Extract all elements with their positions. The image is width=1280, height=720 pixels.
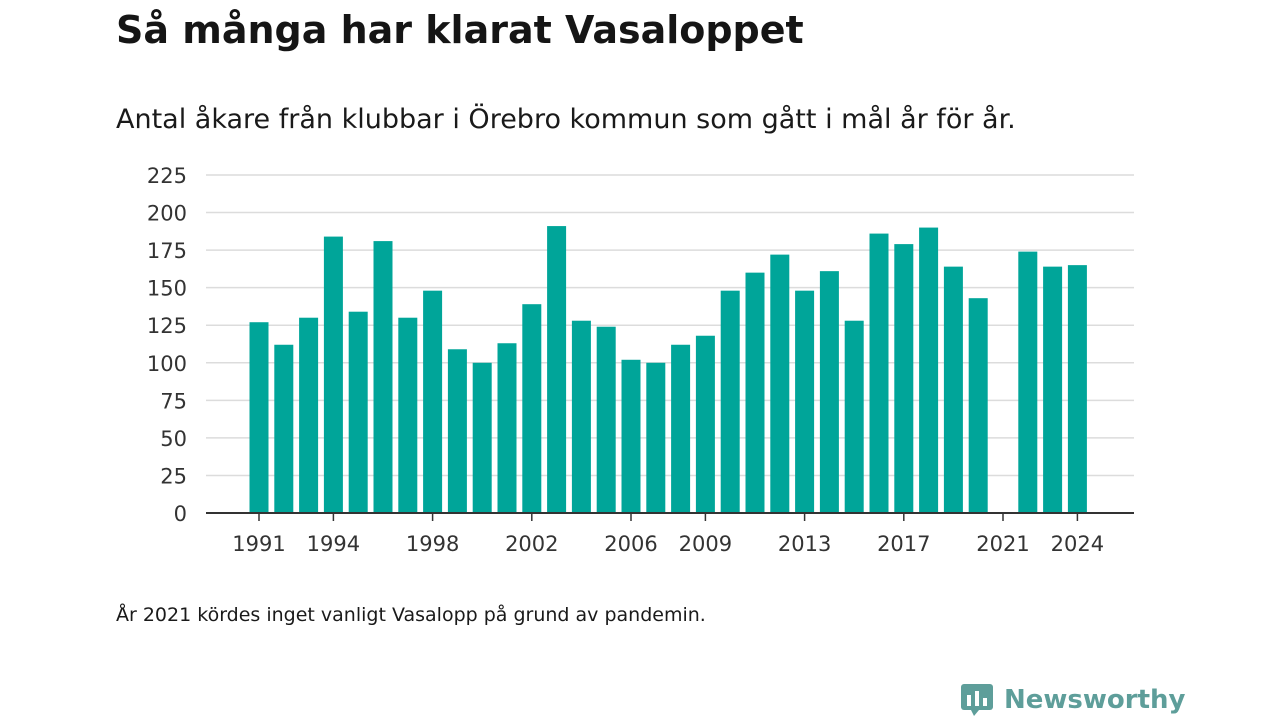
bar-1997 <box>398 317 418 513</box>
footnote: År 2021 kördes inget vanligt Vasalopp på… <box>116 604 706 626</box>
bar-1996 <box>373 241 393 513</box>
y-tick-label: 25 <box>160 464 187 488</box>
y-tick-label: 0 <box>174 502 187 526</box>
x-tick-label: 2024 <box>1051 532 1104 556</box>
bar-1993 <box>299 317 319 513</box>
y-axis-tick-labels: 0 25 50 75 100 125 150 175 200 225 <box>147 164 187 526</box>
bar-2007 <box>646 362 666 513</box>
bar-2018 <box>919 227 939 514</box>
chart-title: Så många har klarat Vasaloppet <box>116 8 804 52</box>
brand: Newsworthy <box>960 680 1185 720</box>
x-tick-label: 1991 <box>232 532 285 556</box>
x-tick-label: 2013 <box>778 532 831 556</box>
bar-2024 <box>1067 265 1087 513</box>
bar-2006 <box>621 359 641 513</box>
bar-chart: 0 25 50 75 100 125 150 175 200 225 1991 1994 1998 20… <box>147 164 1134 556</box>
x-axis-ticks <box>258 513 1079 521</box>
x-axis-tick-labels: 1991 1994 1998 2002 2006 2009 2013 2017 2021 2024 <box>232 532 1104 556</box>
bar-2004 <box>571 320 591 513</box>
bar-2020 <box>968 298 988 513</box>
x-tick-label: 1998 <box>406 532 459 556</box>
y-tick-label: 125 <box>147 314 187 338</box>
bar-1999 <box>447 349 467 513</box>
bar-1995 <box>348 311 368 513</box>
y-tick-label: 75 <box>160 389 187 413</box>
bar-2010 <box>720 290 740 513</box>
bar-2001 <box>497 343 517 513</box>
y-tick-label: 50 <box>160 427 187 451</box>
bar-1992 <box>274 344 294 513</box>
x-tick-label: 2006 <box>604 532 657 556</box>
x-tick-label: 2017 <box>877 532 930 556</box>
bar-2000 <box>472 362 492 513</box>
bar-2015 <box>844 320 864 513</box>
bar-2022 <box>1018 251 1038 513</box>
newsworthy-logo-icon <box>961 684 993 716</box>
bar-1994 <box>323 236 343 513</box>
bar-2009 <box>695 335 715 513</box>
y-tick-label: 100 <box>147 352 187 376</box>
bar-2008 <box>671 344 691 513</box>
y-tick-label: 225 <box>147 164 187 188</box>
grid-lines <box>206 174 1134 477</box>
bar-2011 <box>745 272 765 513</box>
y-tick-label: 200 <box>147 202 187 226</box>
bar-2003 <box>547 226 567 513</box>
bar-2023 <box>1043 266 1063 513</box>
x-tick-label: 2002 <box>505 532 558 556</box>
bars <box>249 226 1087 514</box>
bar-2002 <box>522 304 542 513</box>
brand-name: Newsworthy <box>1004 685 1186 715</box>
chart-subtitle: Antal åkare från klubbar i Örebro kommun… <box>116 104 1016 135</box>
y-tick-label: 150 <box>147 277 187 301</box>
bar-2019 <box>943 266 963 513</box>
x-tick-label: 1994 <box>307 532 360 556</box>
x-tick-label: 2021 <box>976 532 1029 556</box>
bar-2017 <box>894 244 914 513</box>
x-tick-label: 2009 <box>679 532 732 556</box>
bar-1991 <box>249 322 269 513</box>
bar-2016 <box>869 233 889 513</box>
bar-2014 <box>819 271 839 513</box>
y-tick-label: 175 <box>147 239 187 263</box>
bar-2013 <box>795 290 815 513</box>
bar-1998 <box>423 290 443 513</box>
bar-2012 <box>770 254 790 513</box>
bar-2005 <box>596 326 616 513</box>
